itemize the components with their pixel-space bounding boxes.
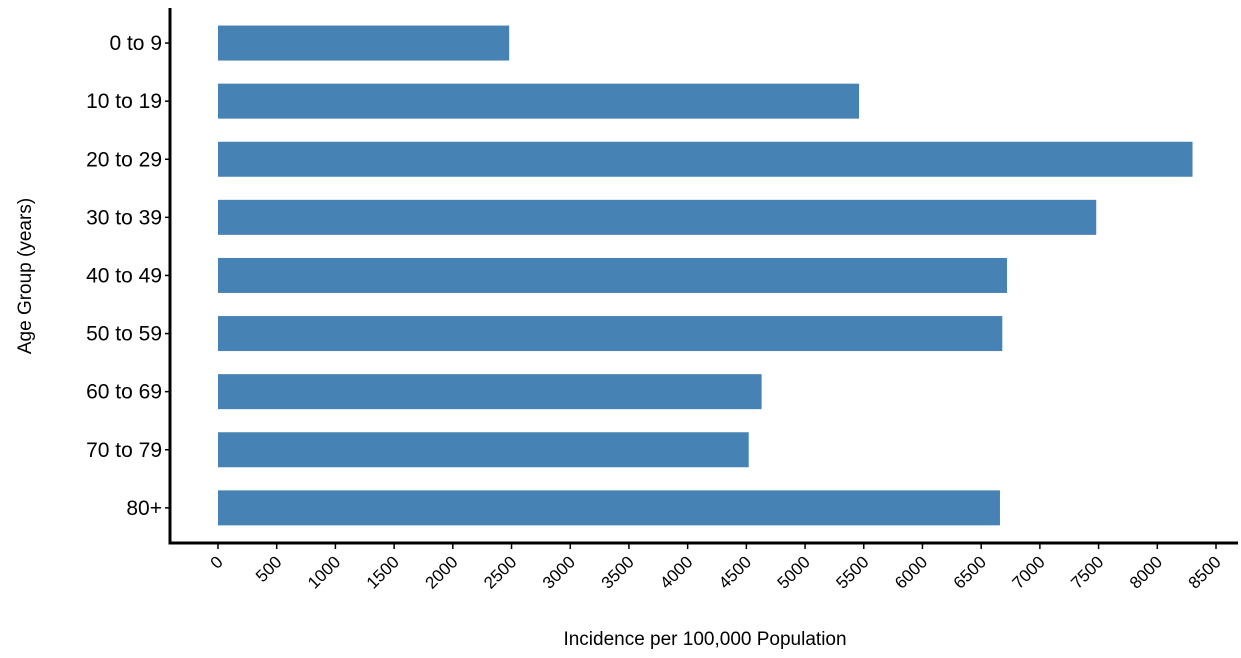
- y-axis-ticks: 0 to 9 10 to 19 20 to 29 30 to 39 40 to 49 50…: [86, 32, 170, 520]
- bar: [218, 374, 762, 410]
- y-tick-label: 70 to 79: [86, 439, 162, 462]
- bar: [218, 141, 1193, 177]
- x-tick-label: 8500: [1185, 552, 1225, 592]
- x-tick-label: 4500: [715, 552, 755, 592]
- y-tick-label: 50 to 59: [86, 323, 162, 346]
- bar: [218, 490, 1000, 526]
- bar: [218, 25, 510, 61]
- x-tick-label: 5500: [832, 552, 872, 592]
- y-tick-label: 0 to 9: [109, 32, 162, 55]
- x-tick-label: 4000: [656, 552, 696, 592]
- x-tick-label: 3000: [539, 552, 579, 592]
- x-tick-label: 500: [252, 552, 285, 585]
- y-tick-label: 60 to 69: [86, 381, 162, 404]
- x-tick-label: 3500: [598, 552, 638, 592]
- x-tick-label: 1500: [363, 552, 403, 592]
- y-tick-label: 20 to 29: [86, 148, 162, 171]
- y-tick-label: 10 to 19: [86, 90, 162, 113]
- bars-group: [218, 25, 1193, 526]
- x-tick-label: 6500: [950, 552, 990, 592]
- bar: [218, 316, 1003, 352]
- bar: [218, 432, 749, 468]
- x-tick-label: 7500: [1067, 552, 1107, 592]
- y-axis-title: Age Group (years): [15, 198, 36, 354]
- x-axis-title: Incidence per 100,000 Population: [563, 629, 846, 650]
- bar: [218, 199, 1097, 235]
- bar: [218, 83, 860, 119]
- x-tick-label: 0: [207, 552, 227, 572]
- y-tick-label: 40 to 49: [86, 264, 162, 287]
- x-tick-label: 5000: [774, 552, 814, 592]
- x-tick-label: 6000: [891, 552, 931, 592]
- x-tick-label: 2000: [421, 552, 461, 592]
- y-tick-label: 30 to 39: [86, 206, 162, 229]
- x-tick-label: 1000: [304, 552, 344, 592]
- y-tick-label: 80+: [126, 497, 162, 520]
- x-axis-ticks: 0 500 1000 1500 2000 2500 3000 3500 4000 4500 5000…: [207, 543, 1225, 593]
- bar: [218, 257, 1008, 293]
- x-tick-label: 8000: [1126, 552, 1166, 592]
- x-tick-label: 2500: [480, 552, 520, 592]
- x-tick-label: 7000: [1009, 552, 1049, 592]
